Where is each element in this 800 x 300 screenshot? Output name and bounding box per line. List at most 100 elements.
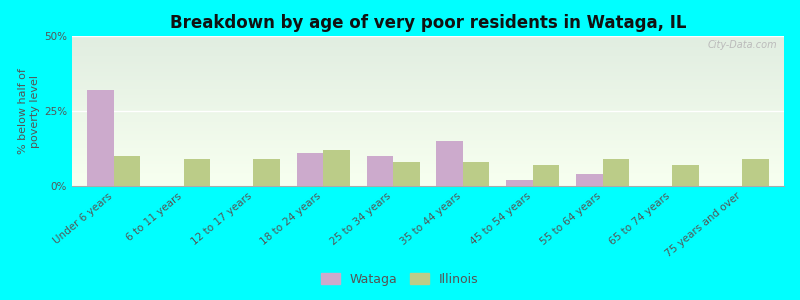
Bar <box>72 76 784 77</box>
Bar <box>72 82 784 83</box>
Bar <box>72 179 784 180</box>
Bar <box>72 116 784 117</box>
Bar <box>72 119 784 120</box>
Bar <box>72 146 784 147</box>
Bar <box>72 180 784 181</box>
Bar <box>72 69 784 70</box>
Bar <box>72 158 784 159</box>
Bar <box>87 90 114 186</box>
Bar <box>72 52 784 53</box>
Bar <box>463 162 490 186</box>
Bar <box>72 59 784 60</box>
Bar <box>72 98 784 99</box>
Bar <box>72 157 784 158</box>
Bar <box>72 131 784 132</box>
Bar <box>72 112 784 113</box>
Bar <box>366 156 393 186</box>
Bar <box>72 151 784 152</box>
Bar <box>72 127 784 128</box>
Bar <box>72 176 784 177</box>
Bar <box>72 149 784 150</box>
Bar <box>72 36 784 37</box>
Bar <box>72 147 784 148</box>
Bar <box>533 165 559 186</box>
Bar <box>72 114 784 115</box>
Bar <box>72 145 784 146</box>
Bar <box>742 159 769 186</box>
Bar <box>72 134 784 135</box>
Bar <box>72 57 784 58</box>
Title: Breakdown by age of very poor residents in Wataga, IL: Breakdown by age of very poor residents … <box>170 14 686 32</box>
Bar <box>72 67 784 68</box>
Bar <box>72 79 784 80</box>
Bar <box>72 101 784 102</box>
Bar <box>72 77 784 78</box>
Bar <box>72 74 784 75</box>
Bar <box>72 71 784 72</box>
Bar <box>72 169 784 170</box>
Bar <box>72 100 784 101</box>
Bar <box>72 86 784 87</box>
Bar <box>72 111 784 112</box>
Bar <box>72 109 784 110</box>
Bar <box>72 46 784 47</box>
Bar <box>72 61 784 62</box>
Bar <box>72 56 784 57</box>
Bar <box>72 82 784 83</box>
Bar <box>72 160 784 161</box>
Bar <box>72 132 784 133</box>
Bar <box>72 154 784 155</box>
Bar <box>323 150 350 186</box>
Bar <box>436 141 463 186</box>
Bar <box>72 121 784 122</box>
Text: City-Data.com: City-Data.com <box>707 40 777 50</box>
Bar <box>72 40 784 41</box>
Bar <box>72 55 784 56</box>
Bar <box>72 44 784 45</box>
Bar <box>72 165 784 166</box>
Bar <box>72 72 784 73</box>
Bar <box>72 85 784 86</box>
Bar <box>72 144 784 145</box>
Bar <box>72 87 784 88</box>
Bar <box>72 90 784 91</box>
Bar <box>297 153 323 186</box>
Bar <box>72 143 784 144</box>
Bar <box>72 120 784 121</box>
Bar <box>72 162 784 163</box>
Bar <box>72 181 784 182</box>
Bar <box>72 63 784 64</box>
Bar <box>72 37 784 38</box>
Bar <box>72 160 784 161</box>
Bar <box>72 122 784 123</box>
Bar <box>72 118 784 119</box>
Bar <box>72 136 784 137</box>
Bar <box>72 161 784 162</box>
Bar <box>72 103 784 104</box>
Bar <box>72 150 784 151</box>
Bar <box>72 174 784 175</box>
Bar <box>576 174 602 186</box>
Bar <box>672 165 699 186</box>
Bar <box>72 39 784 40</box>
Legend: Wataga, Illinois: Wataga, Illinois <box>316 268 484 291</box>
Bar <box>72 126 784 127</box>
Bar <box>72 81 784 82</box>
Bar <box>72 128 784 129</box>
Bar <box>72 142 784 143</box>
Bar <box>72 107 784 108</box>
Bar <box>72 118 784 119</box>
Bar <box>72 175 784 176</box>
Bar <box>72 95 784 96</box>
Bar <box>72 58 784 59</box>
Bar <box>72 138 784 139</box>
Bar <box>72 45 784 46</box>
Bar <box>72 100 784 101</box>
Bar <box>72 133 784 134</box>
Bar <box>72 51 784 52</box>
Bar <box>72 91 784 92</box>
Bar <box>72 173 784 174</box>
Bar <box>72 135 784 136</box>
Bar <box>72 110 784 111</box>
Bar <box>72 123 784 124</box>
